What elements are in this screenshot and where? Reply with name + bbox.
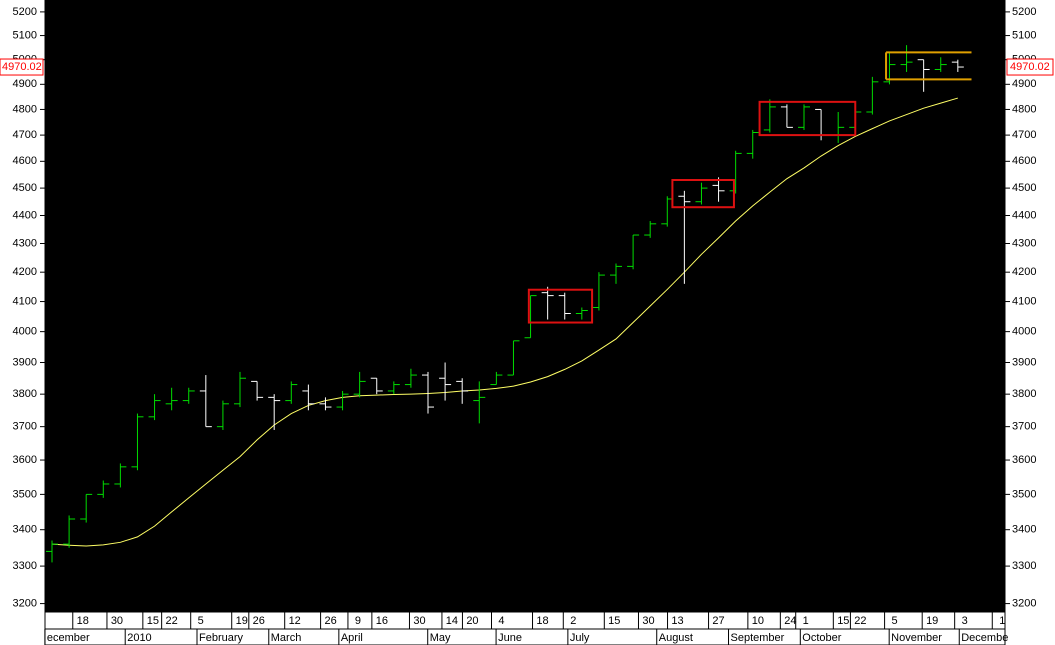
x-tick-label: 3	[962, 615, 968, 627]
y-tick-label-left: 3700	[13, 421, 37, 433]
x-tick-label: 1	[999, 615, 1005, 627]
x-month-label: 2010	[127, 632, 151, 644]
x-month-label: June	[498, 632, 522, 644]
x-tick-label: 2	[570, 615, 576, 627]
last-price-label: 4970.02	[1010, 61, 1050, 73]
y-tick-label-right: 4600	[1012, 155, 1036, 167]
y-tick-label-left: 3600	[13, 454, 37, 466]
y-tick-label-left: 4400	[13, 209, 37, 221]
y-tick-label-right: 4400	[1012, 209, 1036, 221]
y-tick-label-left: 4000	[13, 326, 37, 338]
annotation-box	[671, 179, 735, 209]
y-tick-label-right: 4100	[1012, 295, 1036, 307]
y-tick-label-right: 3700	[1012, 421, 1036, 433]
last-price-box	[0, 58, 44, 76]
y-tick-label-left: 3300	[13, 560, 37, 572]
x-tick-label: 27	[712, 615, 724, 627]
x-tick-label: 15	[608, 615, 620, 627]
x-tick-label: 5	[892, 615, 898, 627]
y-tick-label-left: 4200	[13, 266, 37, 278]
x-tick-label: 16	[376, 615, 388, 627]
x-tick-label: 30	[111, 615, 123, 627]
y-tick-label-left: 3900	[13, 356, 37, 368]
x-month-label: Decembe	[961, 632, 1008, 644]
y-tick-label-right: 4000	[1012, 326, 1036, 338]
y-tick-label-left: 3200	[13, 597, 37, 609]
x-tick-label: 10	[752, 615, 764, 627]
x-tick-label: 19	[236, 615, 248, 627]
last-price-box	[1006, 58, 1054, 76]
x-tick-label: 14	[446, 615, 458, 627]
x-tick-label: 30	[413, 615, 425, 627]
x-tick-label: 18	[536, 615, 548, 627]
y-tick-label-left: 4800	[13, 103, 37, 115]
y-tick-label-right: 4300	[1012, 237, 1036, 249]
y-tick-label-left: 4600	[13, 155, 37, 167]
x-tick-label: 20	[466, 615, 478, 627]
x-tick-label: 5	[198, 615, 204, 627]
x-tick-label: 26	[253, 615, 265, 627]
x-month-label: May	[430, 632, 451, 644]
y-tick-label-right: 3300	[1012, 560, 1036, 572]
x-tick-label: 1	[803, 615, 809, 627]
x-month-label: March	[271, 632, 302, 644]
x-month-label: November	[891, 632, 942, 644]
y-tick-label-right: 4700	[1012, 129, 1036, 141]
y-tick-label-left: 3400	[13, 524, 37, 536]
plot	[46, 45, 972, 563]
plot-area	[45, 0, 1005, 612]
y-tick-label-right: 4800	[1012, 103, 1036, 115]
moving-average-line	[51, 97, 958, 547]
y-tick-label-left: 4500	[13, 182, 37, 194]
y-tick-label-right: 3900	[1012, 356, 1036, 368]
x-tick-label: 22	[854, 615, 866, 627]
y-tick-label-right: 3800	[1012, 388, 1036, 400]
y-tick-label-right: 4200	[1012, 266, 1036, 278]
x-month-label: April	[341, 632, 363, 644]
y-tick-label-left: 4300	[13, 237, 37, 249]
x-tick-label: 12	[289, 615, 301, 627]
annotation-box	[527, 288, 594, 324]
x-month-label: July	[570, 632, 590, 644]
x-tick-label: 15	[147, 615, 159, 627]
y-tick-label-left: 5200	[13, 6, 37, 18]
x-month-label: ecember	[47, 632, 90, 644]
y-tick-label-right: 5200	[1012, 6, 1036, 18]
y-tick-label-right: 4900	[1012, 78, 1036, 90]
x-month-label: September	[731, 632, 785, 644]
annotation-box	[758, 100, 857, 137]
y-tick-label-right: 3500	[1012, 488, 1036, 500]
y-tick-label-right: 3600	[1012, 454, 1036, 466]
x-tick-label: 15	[837, 615, 849, 627]
y-tick-label-left: 3800	[13, 388, 37, 400]
x-tick-label: 13	[671, 615, 683, 627]
x-tick-label: 24	[784, 615, 796, 627]
x-tick-label: 19	[926, 615, 938, 627]
x-month-label: October	[802, 632, 841, 644]
y-tick-label-left: 4700	[13, 129, 37, 141]
y-tick-label-right: 3200	[1012, 597, 1036, 609]
x-tick-label: 22	[166, 615, 178, 627]
x-tick-label: 26	[324, 615, 336, 627]
x-month-label: August	[659, 632, 693, 644]
y-tick-label-left: 5100	[13, 29, 37, 41]
y-tick-label-left: 4900	[13, 78, 37, 90]
x-tick-label: 9	[355, 615, 361, 627]
last-price-label: 4970.02	[2, 61, 42, 73]
y-tick-label-right: 5100	[1012, 29, 1036, 41]
x-tick-label: 18	[77, 615, 89, 627]
y-tick-label-left: 4100	[13, 295, 37, 307]
x-tick-label: 4	[498, 615, 504, 627]
y-tick-label-right: 3400	[1012, 524, 1036, 536]
y-tick-label-right: 4500	[1012, 182, 1036, 194]
y-tick-label-left: 3500	[13, 488, 37, 500]
x-month-label: February	[199, 632, 244, 644]
x-tick-label: 30	[642, 615, 654, 627]
